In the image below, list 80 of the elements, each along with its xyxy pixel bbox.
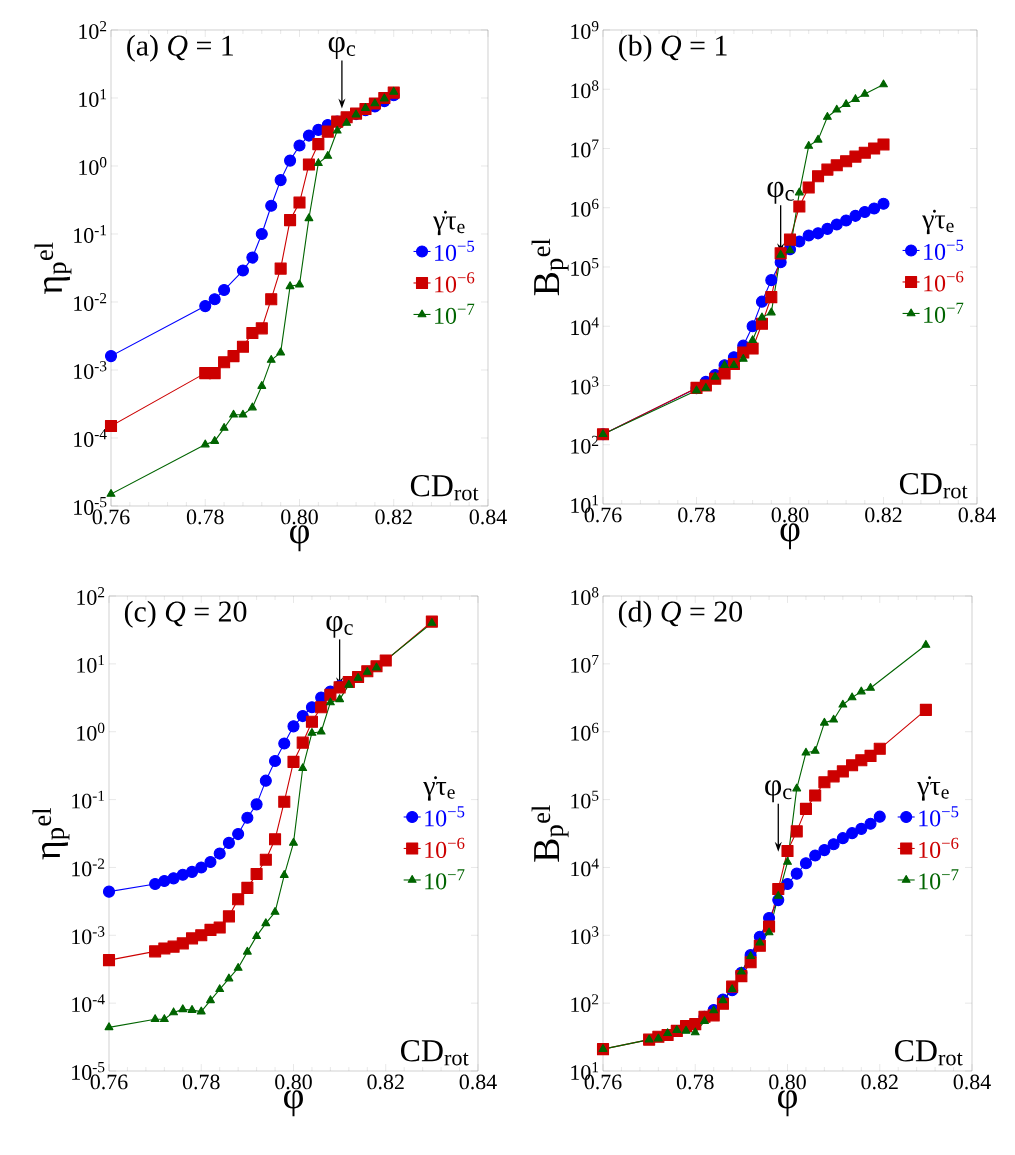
legend-label: 10$^{−7}$ xyxy=(924,302,964,323)
y-tick-label: 10$^{-1}$ xyxy=(74,225,107,243)
annotation: φ$_{c}$ xyxy=(326,615,353,638)
y-axis-title: B$_{p}$$^{el}$ xyxy=(531,238,569,296)
y-tick-label: 10$^{2}$ xyxy=(77,587,105,605)
legend-title: γ̇τ$_{e}$ xyxy=(917,776,949,801)
x-axis-title: φ xyxy=(778,1090,797,1117)
x-axis-title: φ xyxy=(284,1090,303,1117)
y-tick-label: 10$^{5}$ xyxy=(571,790,599,809)
y-tick-label: 10$^{6}$ xyxy=(571,722,599,741)
x-tick-label: 0.82 xyxy=(367,1074,404,1090)
legend-label: 10$^{−5}$ xyxy=(924,239,964,260)
legend-label: 10$^{−5}$ xyxy=(435,240,475,261)
y-tick-label: 10$^{8}$ xyxy=(571,587,599,605)
y-tick-label: 10$^{3}$ xyxy=(571,926,599,945)
y-tick-label: 10$^{1}$ xyxy=(77,654,105,673)
legend-label: 10$^{−6}$ xyxy=(425,837,465,859)
x-tick-label: 0.84 xyxy=(953,1074,991,1090)
x-tick-label: 0.80 xyxy=(275,1074,312,1090)
legend-label: 10$^{−7}$ xyxy=(425,869,465,890)
y-tick-label: 10$^{4}$ xyxy=(571,858,599,877)
y-tick-label: 10$^{7}$ xyxy=(571,654,599,673)
annotation: φ$_{c}$ xyxy=(767,181,794,204)
chart-title: (b) Q = 1 xyxy=(619,34,727,62)
x-axis-title: φ xyxy=(290,525,309,552)
legend-label: 10$^{−5}$ xyxy=(425,806,465,827)
y-axis-title: B$_{p}$$^{el}$ xyxy=(531,805,569,862)
annotation: CD$_{rot}$ xyxy=(410,475,479,501)
annotation: CD$_{rot}$ xyxy=(895,1040,963,1066)
y-tick-label: 10$^{1}$ xyxy=(79,89,107,107)
y-tick-label: 10$^{0}$ xyxy=(79,157,107,175)
x-tick-label: 0.80 xyxy=(769,1074,806,1090)
chart-title: (c) Q = 20 xyxy=(124,600,247,628)
legend-label: 10$^{−7}$ xyxy=(435,303,475,324)
x-tick-label: 0.78 xyxy=(186,509,224,525)
x-tick-label: 0.80 xyxy=(771,507,809,523)
x-tick-label: 0.84 xyxy=(958,507,996,523)
x-tick-label: 0.80 xyxy=(281,509,318,525)
annotation: φ$_{c}$ xyxy=(765,780,792,803)
chart-title: (d) Q = 20 xyxy=(618,600,743,628)
y-tick-label: 10$^{4}$ xyxy=(571,317,599,336)
x-tick-label: 0.82 xyxy=(865,507,902,523)
y-tick-label: 10$^{2}$ xyxy=(571,994,599,1013)
y-axis-title: η$_{p}$$^{el}$ xyxy=(32,807,70,860)
annotation: φ$_{c}$ xyxy=(328,37,356,59)
y-tick-label: 10$^{-2}$ xyxy=(74,293,107,311)
legend-label: 10$^{−6}$ xyxy=(919,837,959,858)
y-tick-label: 10$^{-2}$ xyxy=(72,858,105,877)
y-tick-label: 10$^{-3}$ xyxy=(72,926,105,945)
x-tick-label: 0.78 xyxy=(182,1074,220,1090)
x-tick-label: 0.82 xyxy=(861,1074,898,1090)
y-tick-label: 10$^{0}$ xyxy=(77,722,105,741)
y-tick-label: 10$^{-4}$ xyxy=(72,994,105,1013)
y-tick-label: 10$^{8}$ xyxy=(571,80,599,99)
annotation: CD$_{rot}$ xyxy=(401,1040,469,1066)
x-axis-title: φ xyxy=(780,523,800,550)
legend-title: γ̇τ$_{e}$ xyxy=(433,210,465,236)
legend-label: 10$^{−6}$ xyxy=(435,272,475,293)
x-tick-label: 0.84 xyxy=(469,509,507,525)
y-tick-label: 10$^{2}$ xyxy=(79,21,107,39)
legend-title: γ̇τ$_{e}$ xyxy=(423,776,455,801)
chart-title: (a) Q = 1 xyxy=(127,34,233,62)
y-tick-label: 10$^{-1}$ xyxy=(72,790,105,809)
y-tick-label: 10$^{7}$ xyxy=(571,139,599,158)
x-tick-label: 0.78 xyxy=(678,507,715,523)
legend-label: 10$^{−7}$ xyxy=(919,869,959,890)
y-tick-label: 10$^{9}$ xyxy=(571,21,599,39)
x-tick-label: 0.84 xyxy=(459,1074,497,1090)
y-tick-label: 10$^{-4}$ xyxy=(74,429,107,447)
x-tick-label: 0.82 xyxy=(375,509,412,525)
x-tick-label: 0.78 xyxy=(676,1074,714,1090)
y-tick-label: 10$^{6}$ xyxy=(571,198,599,217)
y-tick-label: 10$^{5}$ xyxy=(571,258,599,276)
legend-label: 10$^{−6}$ xyxy=(924,271,964,292)
legend-label: 10$^{−5}$ xyxy=(919,806,959,827)
y-tick-label: 10$^{3}$ xyxy=(571,376,599,395)
legend-title: γ̇τ$_{e}$ xyxy=(922,209,954,235)
y-axis-title: η$_{p}$$^{el}$ xyxy=(34,242,72,294)
y-tick-label: 10$^{-3}$ xyxy=(74,361,107,379)
annotation: CD$_{rot}$ xyxy=(899,473,968,499)
